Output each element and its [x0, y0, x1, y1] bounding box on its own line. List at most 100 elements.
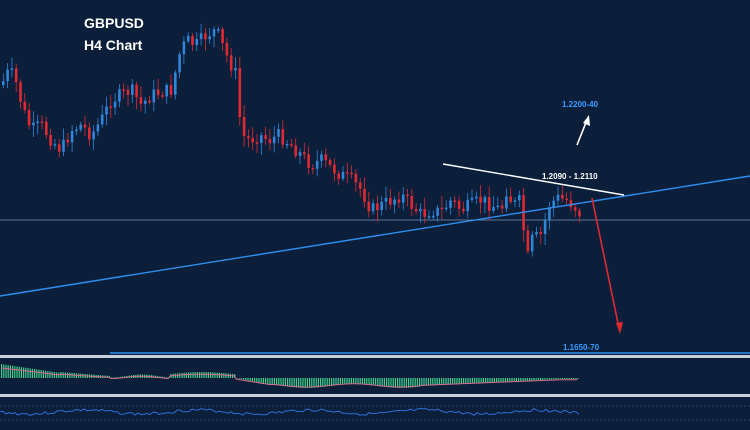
histogram-bar	[412, 378, 414, 388]
histogram-bar	[526, 378, 528, 381]
candle-body	[440, 207, 444, 210]
histogram-bar	[322, 378, 324, 387]
candle-body	[281, 129, 285, 145]
histogram-bar	[166, 377, 168, 378]
histogram-bar	[441, 378, 443, 385]
candle-body	[182, 41, 186, 55]
candle-body	[578, 210, 581, 217]
histogram-bar	[56, 372, 58, 378]
support-trendline	[0, 175, 750, 297]
candle-body	[389, 197, 392, 205]
symbol-title: GBPUSD	[84, 15, 144, 31]
histogram-bar	[304, 378, 306, 388]
candle-body	[419, 209, 422, 212]
histogram-bar	[108, 375, 110, 378]
histogram-bar	[443, 378, 445, 385]
candle-body	[156, 89, 160, 96]
candle-body	[548, 207, 551, 221]
histogram-bar	[515, 378, 517, 382]
histogram-bar	[566, 378, 568, 379]
candle-body	[432, 215, 435, 218]
histogram-bar	[388, 378, 390, 388]
histogram-bar	[350, 378, 352, 385]
histogram-bar	[247, 378, 249, 381]
histogram-bar	[5, 364, 7, 378]
histogram-bar	[212, 372, 214, 378]
histogram-bar	[416, 378, 418, 387]
candle-body	[552, 200, 555, 208]
histogram-bar	[7, 365, 9, 378]
histogram-bar	[535, 378, 537, 381]
candle-body	[462, 208, 465, 212]
histogram-bar	[493, 378, 495, 383]
histogram-bar	[67, 372, 69, 378]
histogram-bar	[335, 378, 337, 386]
candle-body	[423, 209, 426, 217]
histogram-bar	[540, 378, 542, 380]
candle-body	[225, 43, 229, 56]
histogram-bar	[548, 378, 550, 380]
panel-separator	[0, 355, 750, 358]
histogram-bar	[348, 378, 350, 385]
candle-body	[143, 100, 147, 104]
candle-body	[320, 154, 323, 161]
candle-body	[380, 201, 383, 211]
resistance-zone-label: 1.2090 - 1.2110	[542, 172, 598, 181]
histogram-bar	[463, 378, 465, 384]
histogram-bar	[469, 378, 471, 384]
candle-body	[174, 72, 177, 95]
histogram-bar	[1, 364, 3, 378]
histogram-bar	[183, 372, 185, 378]
histogram-bar	[34, 369, 36, 378]
histogram-bar	[23, 367, 25, 378]
candle-body	[324, 154, 328, 161]
candle-body	[152, 89, 156, 103]
candle-body	[6, 69, 9, 82]
candle-body	[363, 188, 366, 202]
histogram-bar	[282, 378, 284, 386]
histogram-bar	[361, 378, 363, 385]
oscillator-line	[0, 407, 580, 417]
histogram-bar	[480, 378, 482, 383]
histogram-bar	[179, 373, 181, 378]
candle-body	[479, 196, 482, 203]
histogram-bar	[562, 378, 564, 379]
histogram-bar	[478, 378, 480, 384]
candle-body	[255, 142, 259, 144]
histogram-bar	[507, 378, 509, 382]
histogram-bar	[313, 378, 315, 388]
histogram-bar	[159, 376, 161, 378]
histogram-bar	[485, 378, 487, 383]
candle-body	[470, 197, 474, 200]
candle-body	[191, 35, 194, 45]
histogram-bar	[12, 365, 14, 378]
histogram-bar	[42, 370, 44, 378]
candle-body	[126, 89, 130, 95]
candle-body	[10, 68, 14, 70]
candle-body	[513, 200, 517, 202]
candle-body	[36, 121, 39, 123]
candle-body	[40, 121, 44, 123]
candle-body	[414, 208, 418, 212]
histogram-bar	[430, 378, 432, 386]
histogram-bar	[370, 378, 372, 386]
histogram-bar	[267, 378, 269, 385]
histogram-bar	[300, 378, 302, 388]
histogram-bar	[394, 378, 396, 388]
candle-body	[195, 39, 199, 45]
candle-body	[23, 101, 27, 111]
histogram-bar	[289, 378, 291, 387]
candle-body	[457, 200, 461, 209]
histogram-bar	[25, 367, 27, 378]
histogram-bar	[529, 378, 531, 381]
histogram-bar	[553, 378, 555, 380]
histogram-bar	[210, 372, 212, 378]
histogram-bar	[262, 378, 264, 384]
histogram-bar	[258, 378, 260, 383]
candle-body	[565, 198, 568, 201]
histogram-bar	[196, 372, 198, 378]
candle-body	[298, 152, 302, 156]
candle-body	[350, 172, 353, 175]
histogram-bar	[509, 378, 511, 382]
timeframe-title: H4 Chart	[84, 37, 143, 53]
